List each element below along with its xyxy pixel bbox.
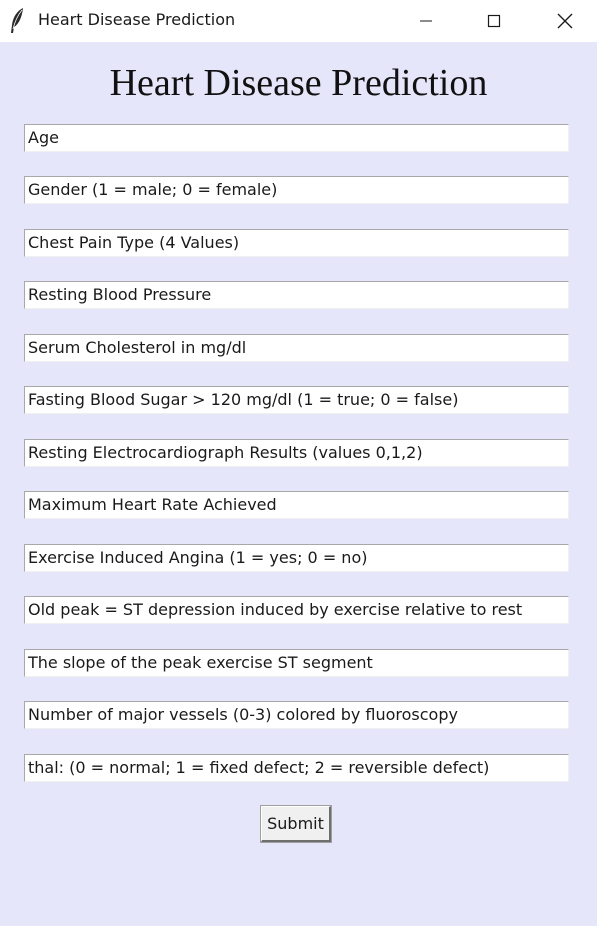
maximize-icon — [487, 14, 501, 28]
resting-blood-pressure-input[interactable]: Resting Blood Pressure — [24, 281, 569, 309]
field-value: Exercise Induced Angina (1 = yes; 0 = no… — [28, 548, 368, 567]
close-icon — [557, 13, 573, 29]
field-value: Old peak = ST depression induced by exer… — [28, 600, 523, 619]
thal-input[interactable]: thal: (0 = normal; 1 = fixed defect; 2 =… — [24, 754, 569, 782]
field-value: Maximum Heart Rate Achieved — [28, 495, 277, 514]
max-heart-rate-input[interactable]: Maximum Heart Rate Achieved — [24, 491, 569, 519]
field-value: The slope of the peak exercise ST segmen… — [28, 653, 373, 672]
age-input[interactable]: Age — [24, 124, 569, 152]
minimize-icon — [419, 14, 433, 28]
minimize-button[interactable] — [391, 0, 461, 42]
old-peak-input[interactable]: Old peak = ST depression induced by exer… — [24, 596, 569, 624]
field-value: Serum Cholesterol in mg/dl — [28, 338, 247, 357]
exercise-angina-input[interactable]: Exercise Induced Angina (1 = yes; 0 = no… — [24, 544, 569, 572]
field-value: Chest Pain Type (4 Values) — [28, 233, 240, 252]
page-title: Heart Disease Prediction — [109, 62, 488, 104]
field-value: Gender (1 = male; 0 = female) — [28, 180, 278, 199]
field-value: Fasting Blood Sugar > 120 mg/dl (1 = tru… — [28, 390, 459, 409]
field-value: Number of major vessels (0-3) colored by… — [28, 705, 458, 724]
maximize-button[interactable] — [459, 0, 529, 42]
title-bar[interactable]: Heart Disease Prediction — [0, 0, 597, 42]
st-slope-input[interactable]: The slope of the peak exercise ST segmen… — [24, 649, 569, 677]
gender-input[interactable]: Gender (1 = male; 0 = female) — [24, 176, 569, 204]
field-value: Resting Blood Pressure — [28, 285, 212, 304]
field-value: Age — [28, 128, 59, 147]
field-value: Resting Electrocardiograph Results (valu… — [28, 443, 423, 462]
resting-ecg-input[interactable]: Resting Electrocardiograph Results (valu… — [24, 439, 569, 467]
fasting-blood-sugar-input[interactable]: Fasting Blood Sugar > 120 mg/dl (1 = tru… — [24, 386, 569, 414]
feather-icon — [8, 7, 26, 35]
field-value: thal: (0 = normal; 1 = fixed defect; 2 =… — [28, 758, 490, 777]
window-title: Heart Disease Prediction — [38, 10, 236, 29]
major-vessels-input[interactable]: Number of major vessels (0-3) colored by… — [24, 701, 569, 729]
chest-pain-type-input[interactable]: Chest Pain Type (4 Values) — [24, 229, 569, 257]
close-button[interactable] — [530, 0, 597, 42]
serum-cholesterol-input[interactable]: Serum Cholesterol in mg/dl — [24, 334, 569, 362]
submit-button[interactable]: Submit — [260, 805, 332, 843]
